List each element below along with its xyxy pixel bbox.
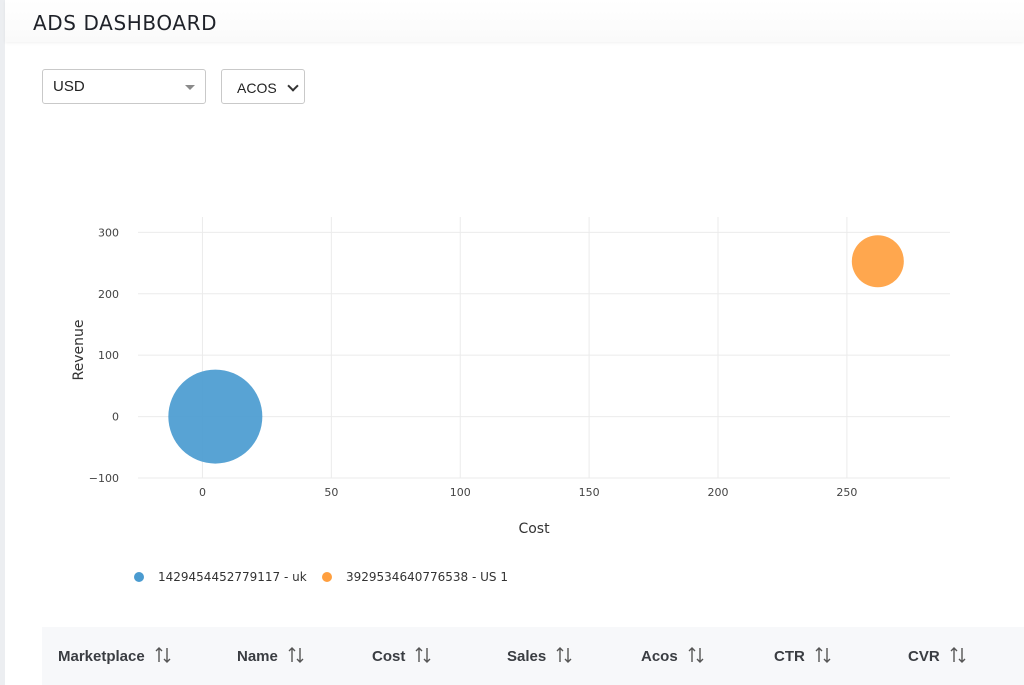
- currency-select[interactable]: USD: [42, 69, 206, 104]
- page-header: ADS DASHBOARD: [5, 0, 1024, 42]
- currency-select-value: USD: [53, 78, 85, 95]
- legend-marker[interactable]: [134, 572, 144, 582]
- left-sidebar-edge: [0, 0, 5, 685]
- sort-arrows-icon[interactable]: [288, 646, 304, 668]
- y-tick-label: 300: [98, 226, 119, 239]
- x-tick-label: 250: [836, 486, 857, 499]
- column-header-ctr[interactable]: CTR: [774, 646, 831, 668]
- y-tick-label: −100: [89, 472, 119, 485]
- page-title: ADS DASHBOARD: [33, 11, 218, 35]
- legend-label[interactable]: 1429454452779117 - uk: [158, 570, 307, 584]
- column-header-cvr[interactable]: CVR: [908, 646, 966, 668]
- sort-arrows-icon[interactable]: [815, 646, 831, 668]
- y-tick-label: 200: [98, 288, 119, 301]
- column-header-cost[interactable]: Cost: [372, 646, 431, 668]
- x-tick-label: 100: [450, 486, 471, 499]
- sort-arrows-icon[interactable]: [556, 646, 572, 668]
- sort-arrows-icon[interactable]: [155, 646, 171, 668]
- legend-marker[interactable]: [322, 572, 332, 582]
- x-tick-label: 200: [708, 486, 729, 499]
- y-axis-title: Revenue: [71, 320, 87, 381]
- legend-label[interactable]: 3929534640776538 - US 1: [346, 570, 508, 584]
- x-tick-label: 0: [199, 486, 206, 499]
- x-axis-title: Cost: [518, 521, 550, 537]
- column-header-name[interactable]: Name: [237, 646, 304, 668]
- x-tick-label: 50: [324, 486, 338, 499]
- metric-select[interactable]: ACOS: [221, 69, 305, 104]
- x-tick-label: 150: [579, 486, 600, 499]
- metric-select-value: ACOS: [237, 80, 277, 96]
- sort-arrows-icon[interactable]: [688, 646, 704, 668]
- y-tick-label: 0: [112, 411, 119, 424]
- sort-arrows-icon[interactable]: [415, 646, 431, 668]
- bubble-point[interactable]: [851, 235, 904, 288]
- sort-arrows-icon[interactable]: [950, 646, 966, 668]
- column-header-sales[interactable]: Sales: [507, 646, 572, 668]
- y-tick-label: 100: [98, 349, 119, 362]
- table-header-row: Marketplace Name Cost Sales Acos CTR CVR: [42, 627, 1024, 685]
- caret-down-icon: [185, 85, 195, 90]
- bubble-point[interactable]: [168, 369, 263, 464]
- column-header-marketplace[interactable]: Marketplace: [58, 646, 171, 668]
- column-header-acos[interactable]: Acos: [641, 646, 704, 668]
